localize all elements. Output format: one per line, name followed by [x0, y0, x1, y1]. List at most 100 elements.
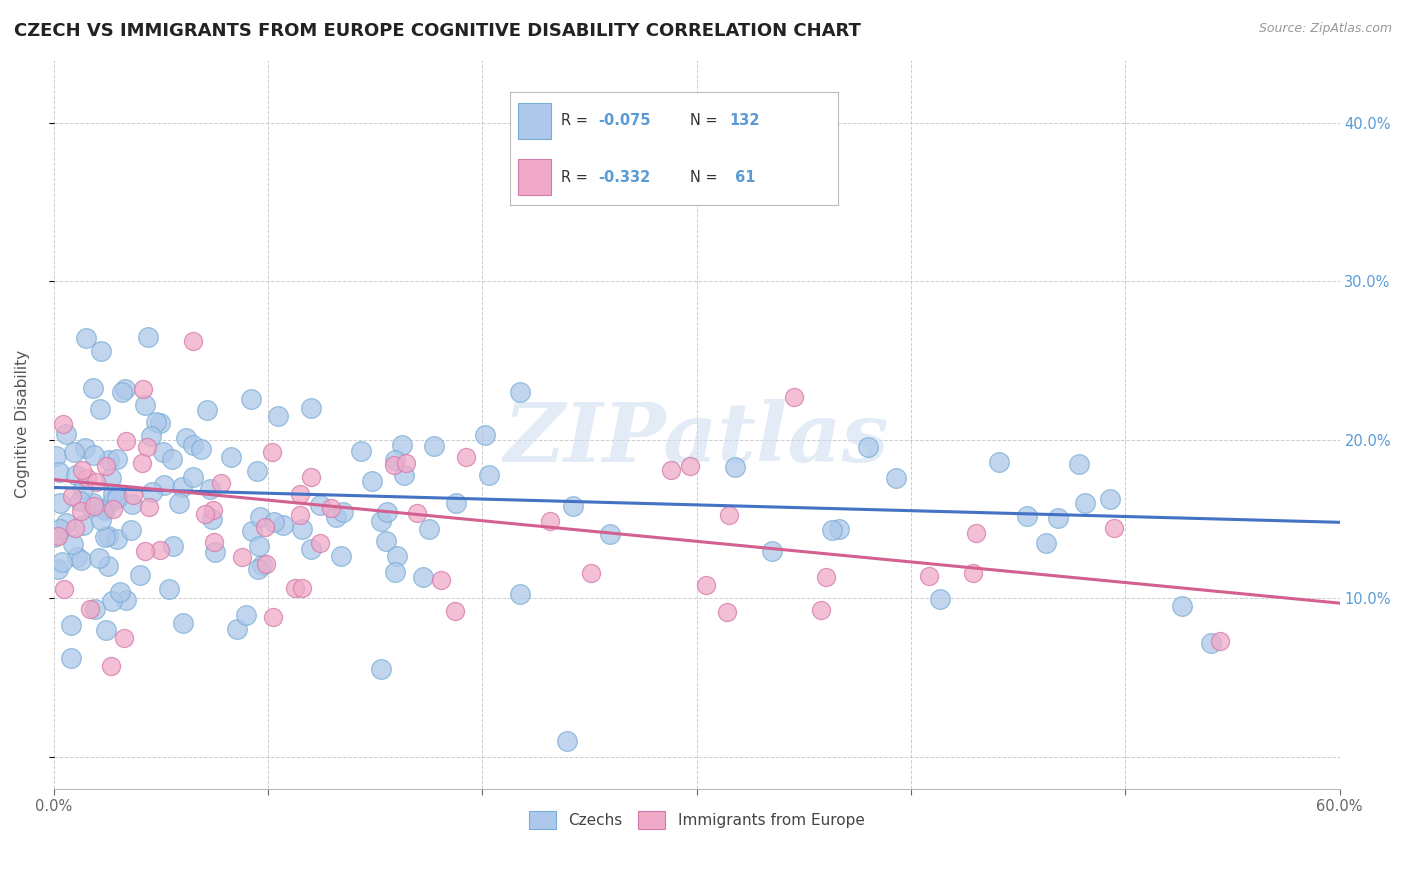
- Point: [63, 445, 86, 459]
- Point: [172, 615, 194, 630]
- Point: [509, 384, 531, 399]
- Point: [695, 578, 717, 592]
- Point: [384, 565, 406, 579]
- Point: [51, 555, 73, 569]
- Point: [139, 429, 162, 443]
- Point: [149, 542, 172, 557]
- Point: [325, 509, 347, 524]
- Point: [291, 522, 314, 536]
- Point: [120, 523, 142, 537]
- Point: [75, 442, 97, 456]
- Point: [138, 500, 160, 514]
- Point: [94, 530, 117, 544]
- Point: [221, 450, 243, 465]
- Point: [108, 584, 131, 599]
- Point: [1047, 511, 1070, 525]
- Point: [55, 516, 77, 530]
- Point: [134, 398, 156, 412]
- Point: [91, 501, 114, 516]
- Point: [375, 505, 398, 519]
- Point: [65, 520, 87, 534]
- Point: [418, 522, 440, 536]
- Point: [332, 505, 354, 519]
- Point: [135, 440, 157, 454]
- Point: [231, 549, 253, 564]
- Point: [246, 464, 269, 478]
- Point: [172, 480, 194, 494]
- Point: [202, 534, 225, 549]
- Point: [105, 491, 128, 505]
- Point: [83, 602, 105, 616]
- Point: [60, 489, 83, 503]
- Point: [72, 518, 94, 533]
- Point: [145, 415, 167, 429]
- Point: [65, 467, 87, 482]
- Point: [249, 510, 271, 524]
- Point: [115, 592, 138, 607]
- Point: [406, 506, 429, 520]
- Point: [55, 427, 77, 442]
- Point: [1098, 492, 1121, 507]
- Point: [114, 382, 136, 396]
- Point: [69, 494, 91, 508]
- Point: [988, 455, 1011, 469]
- Point: [360, 474, 382, 488]
- Point: [561, 499, 583, 513]
- Point: [121, 497, 143, 511]
- Point: [262, 610, 284, 624]
- Point: [815, 570, 838, 584]
- Point: [83, 448, 105, 462]
- Point: [83, 499, 105, 513]
- Point: [194, 507, 217, 521]
- Point: [299, 401, 322, 415]
- Point: [538, 514, 561, 528]
- Point: [59, 650, 82, 665]
- Point: [599, 527, 621, 541]
- Point: [1035, 536, 1057, 550]
- Point: [48, 465, 70, 479]
- Text: CZECH VS IMMIGRANTS FROM EUROPE COGNITIVE DISABILITY CORRELATION CHART: CZECH VS IMMIGRANTS FROM EUROPE COGNITIV…: [14, 22, 860, 40]
- Point: [254, 557, 277, 571]
- Point: [443, 604, 465, 618]
- Point: [291, 582, 314, 596]
- Point: [240, 524, 263, 538]
- Point: [250, 558, 273, 572]
- Legend: Czechs, Immigrants from Europe: Czechs, Immigrants from Europe: [523, 805, 870, 836]
- Point: [579, 566, 602, 580]
- Point: [254, 519, 277, 533]
- Point: [101, 486, 124, 500]
- Point: [329, 549, 352, 563]
- Point: [190, 442, 212, 457]
- Point: [430, 574, 453, 588]
- Point: [122, 488, 145, 502]
- Point: [89, 551, 111, 566]
- Point: [97, 558, 120, 573]
- Point: [782, 390, 804, 404]
- Point: [141, 485, 163, 500]
- Point: [75, 331, 97, 345]
- Point: [105, 452, 128, 467]
- Point: [392, 468, 415, 483]
- Point: [309, 536, 332, 550]
- Point: [202, 503, 225, 517]
- Point: [288, 508, 311, 523]
- Point: [62, 536, 84, 550]
- Point: [271, 517, 294, 532]
- Point: [90, 513, 112, 527]
- Point: [101, 593, 124, 607]
- Point: [69, 504, 91, 518]
- Point: [478, 467, 501, 482]
- Point: [195, 403, 218, 417]
- Point: [810, 602, 832, 616]
- Point: [717, 508, 740, 522]
- Point: [423, 439, 446, 453]
- Point: [226, 622, 249, 636]
- Point: [89, 401, 111, 416]
- Point: [374, 534, 396, 549]
- Point: [290, 487, 312, 501]
- Point: [299, 469, 322, 483]
- Text: ZIPatlas: ZIPatlas: [503, 399, 890, 479]
- Point: [1199, 635, 1222, 649]
- Point: [97, 529, 120, 543]
- Point: [167, 496, 190, 510]
